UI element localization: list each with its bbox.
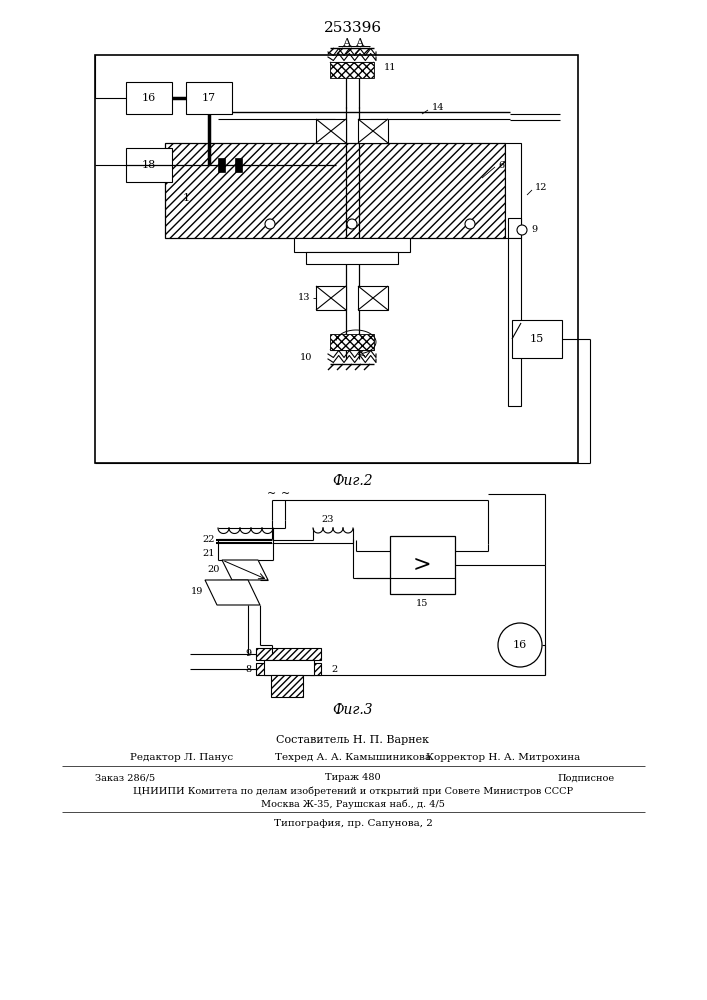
Bar [508, 218, 521, 238]
Bar [126, 82, 172, 114]
Text: ~: ~ [267, 489, 276, 499]
Text: 16: 16 [513, 640, 527, 650]
Text: ЦНИИПИ Комитета по делам изобретений и открытий при Совете Министров СССР: ЦНИИПИ Комитета по делам изобретений и о… [133, 786, 573, 796]
Text: 19: 19 [191, 587, 203, 596]
Bar [316, 286, 346, 310]
Text: Подписное: Подписное [558, 774, 615, 782]
Text: 9: 9 [245, 648, 251, 658]
Text: 18: 18 [142, 160, 156, 170]
Bar [165, 143, 505, 238]
Bar [390, 536, 455, 594]
Text: 23: 23 [321, 516, 334, 524]
Text: 253396: 253396 [324, 21, 382, 35]
Text: Составитель Н. П. Варнек: Составитель Н. П. Варнек [276, 735, 429, 745]
Text: 8: 8 [245, 666, 251, 674]
Text: 10: 10 [300, 354, 312, 362]
Text: 2: 2 [331, 666, 337, 674]
Text: 22: 22 [202, 536, 215, 544]
Bar [126, 148, 172, 182]
Text: А: А [343, 38, 351, 48]
Text: Фиг.3: Фиг.3 [333, 703, 373, 717]
Bar [256, 663, 321, 675]
Bar [271, 675, 303, 697]
Text: Заказ 286/5: Заказ 286/5 [95, 774, 155, 782]
Text: 21: 21 [202, 550, 215, 558]
Bar [330, 62, 374, 78]
Bar [508, 238, 521, 406]
Text: Типография, пр. Сапунова, 2: Типография, пр. Сапунова, 2 [274, 820, 433, 828]
Text: Москва Ж-35, Раушская наб., д. 4/5: Москва Ж-35, Раушская наб., д. 4/5 [261, 799, 445, 809]
Bar [294, 238, 410, 252]
Bar [256, 648, 321, 660]
Bar [505, 143, 521, 238]
Text: 16: 16 [142, 93, 156, 103]
Bar [95, 55, 578, 463]
Bar [358, 286, 388, 310]
Text: >: > [413, 554, 431, 576]
Circle shape [347, 219, 357, 229]
Text: Корректор Н. А. Митрохина: Корректор Н. А. Митрохина [426, 754, 580, 762]
Text: 1: 1 [183, 193, 190, 203]
Polygon shape [205, 580, 260, 605]
Bar [316, 119, 346, 143]
Bar [218, 158, 225, 172]
Bar [264, 660, 314, 675]
Text: 14: 14 [432, 104, 445, 112]
Text: 20: 20 [208, 566, 220, 574]
Text: Редактор Л. Панус: Редактор Л. Панус [130, 754, 233, 762]
Text: 15: 15 [530, 334, 544, 344]
Bar [235, 158, 242, 172]
Text: Техред А. А. Камышиникова: Техред А. А. Камышиникова [275, 754, 431, 762]
Bar [512, 320, 562, 358]
Circle shape [265, 219, 275, 229]
Text: 9: 9 [531, 226, 537, 234]
Circle shape [465, 219, 475, 229]
Circle shape [498, 623, 542, 667]
Text: 15: 15 [416, 599, 428, 608]
Text: 17: 17 [202, 93, 216, 103]
Text: 13: 13 [298, 294, 310, 302]
Text: ~: ~ [281, 489, 290, 499]
Text: Тираж 480: Тираж 480 [325, 774, 381, 782]
Polygon shape [222, 560, 268, 580]
Bar [358, 119, 388, 143]
Text: 12: 12 [535, 184, 547, 192]
Text: Фиг.2: Фиг.2 [333, 474, 373, 488]
Text: 11: 11 [384, 64, 397, 73]
Text: 6: 6 [498, 160, 504, 169]
Circle shape [517, 225, 527, 235]
Bar [186, 82, 232, 114]
Bar [306, 252, 398, 264]
Text: А: А [356, 38, 364, 48]
Bar [330, 334, 374, 350]
